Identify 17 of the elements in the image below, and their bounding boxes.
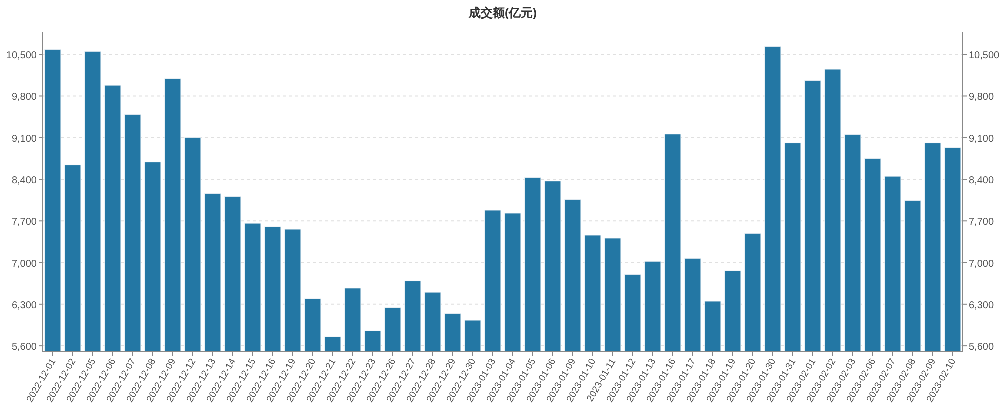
chart-title: 成交额(亿元) (468, 6, 537, 20)
y-tick-label: 9,100 (12, 134, 38, 145)
y-tick-label: 7,700 (12, 217, 38, 228)
y2-tick-label: 7,000 (969, 258, 994, 270)
y2-tick-label: 9,800 (969, 92, 994, 104)
y-tick-label: 6,300 (12, 300, 38, 312)
y-tick-label: 8,400 (12, 176, 38, 187)
y2-tick-label: 7,700 (969, 217, 994, 228)
y-tick-label: 7,000 (12, 258, 38, 270)
y2-tick-label: 8,400 (969, 176, 994, 187)
y-tick-label: 9,800 (12, 92, 38, 104)
y2-tick-label: 5,600 (969, 342, 994, 354)
y2-tick-label: 6,300 (969, 300, 994, 312)
y2-tick-label: 10,500 (969, 50, 1000, 62)
y-tick-label: 5,600 (12, 342, 38, 354)
y2-tick-label: 9,100 (969, 134, 994, 145)
y-tick-label: 10,500 (6, 50, 38, 62)
